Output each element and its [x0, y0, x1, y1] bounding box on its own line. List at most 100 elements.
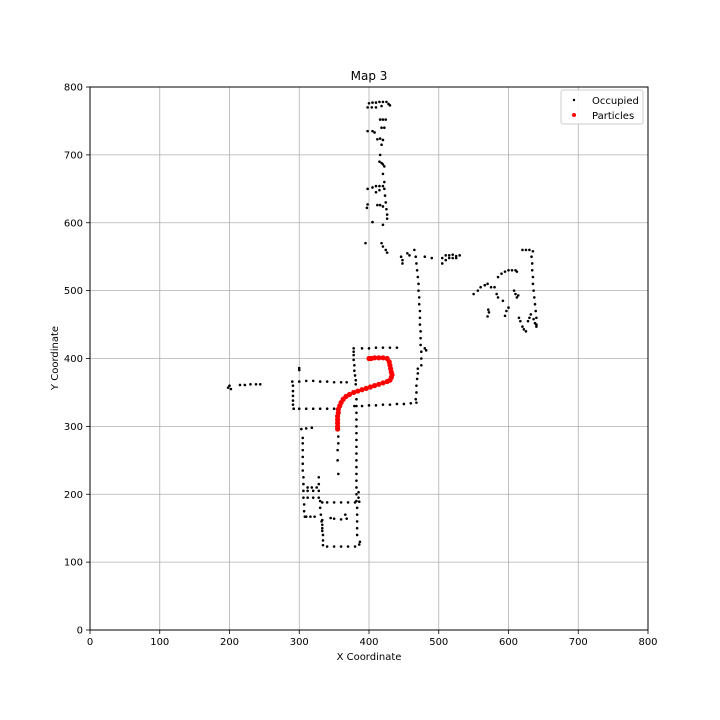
occupied-point — [406, 251, 409, 255]
occupied-point — [320, 526, 324, 530]
occupied-point — [301, 462, 305, 466]
occupied-point — [517, 316, 521, 320]
occupied-point — [380, 104, 383, 108]
occupied-point — [530, 268, 534, 272]
occupied-point — [355, 431, 358, 435]
occupied-point — [381, 346, 385, 349]
occupied-point — [332, 501, 336, 504]
occupied-point — [510, 268, 514, 272]
occupied-point — [320, 523, 324, 527]
occupied-point — [353, 374, 357, 377]
occupied-point — [355, 445, 358, 449]
occupied-point — [395, 346, 399, 349]
occupied-point — [495, 292, 498, 296]
occupied-point — [385, 251, 389, 254]
occupied-point — [514, 292, 517, 296]
occupied-point — [366, 106, 369, 109]
occupied-point — [505, 309, 508, 313]
x-tick-label: 600 — [499, 637, 518, 648]
occupied-point — [226, 386, 230, 389]
occupied-point — [321, 533, 325, 537]
occupied-point — [419, 330, 422, 333]
occupied-point — [371, 186, 374, 189]
occupied-point — [526, 319, 530, 323]
occupied-point — [325, 501, 329, 504]
occupied-point — [345, 380, 348, 384]
occupied-point — [420, 357, 423, 360]
occupied-point — [336, 459, 339, 462]
occupied-point — [337, 435, 340, 438]
occupied-point — [355, 472, 358, 476]
occupied-point — [306, 486, 309, 489]
particle-point — [376, 355, 382, 361]
occupied-point — [329, 516, 332, 520]
occupied-point — [512, 289, 516, 292]
occupied-point — [321, 543, 325, 547]
occupied-point — [352, 347, 355, 350]
occupied-point — [521, 248, 524, 252]
occupied-point — [311, 407, 315, 411]
occupied-point — [423, 255, 427, 258]
legend: Occupied Particles — [560, 89, 644, 125]
occupied-point — [291, 389, 295, 393]
occupied-point — [380, 143, 383, 146]
occupied-point — [304, 379, 308, 383]
occupied-point — [430, 256, 434, 260]
y-tick-label: 0 — [77, 626, 83, 637]
occupied-point — [531, 249, 535, 253]
occupied-point — [503, 314, 507, 318]
x-tick-label: 200 — [220, 637, 239, 648]
occupied-point — [355, 479, 358, 482]
occupied-point — [378, 203, 382, 207]
occupied-point — [291, 399, 295, 402]
occupied-point — [325, 380, 329, 383]
legend-marker-occupied — [572, 98, 576, 102]
occupied-point — [355, 397, 358, 401]
occupied-point — [383, 187, 386, 191]
occupied-point — [332, 407, 336, 411]
occupied-point — [291, 394, 295, 398]
occupied-point — [458, 254, 461, 257]
particle-point — [367, 384, 373, 390]
occupied-point — [454, 254, 458, 258]
occupied-point — [339, 545, 343, 548]
occupied-point — [291, 384, 295, 387]
occupied-point — [371, 220, 374, 224]
particle-point — [380, 355, 386, 361]
occupied-point — [417, 302, 421, 306]
occupied-point — [297, 407, 301, 411]
occupied-point — [297, 366, 301, 370]
occupied-point — [343, 513, 347, 516]
occupied-point — [408, 254, 411, 257]
occupied-point — [339, 380, 343, 384]
x-tick-label: 0 — [87, 637, 93, 648]
occupied-point — [521, 325, 524, 328]
occupied-point — [310, 486, 314, 489]
occupied-point — [371, 101, 374, 104]
occupied-point — [370, 106, 374, 109]
occupied-point — [301, 448, 305, 452]
occupied-point — [530, 262, 534, 265]
occupied-point — [374, 346, 378, 349]
occupied-point — [302, 489, 305, 493]
particle-point — [366, 355, 372, 362]
occupied-point — [306, 496, 309, 499]
occupied-point — [378, 137, 382, 140]
occupied-point — [515, 270, 519, 273]
occupied-point — [417, 282, 420, 286]
occupied-point — [304, 407, 308, 411]
occupied-point — [385, 100, 388, 104]
occupied-point — [415, 262, 418, 265]
occupied-point — [417, 289, 420, 292]
occupied-point — [528, 248, 531, 252]
occupied-point — [302, 482, 305, 486]
occupied-point — [501, 299, 505, 303]
occupied-point — [524, 330, 528, 333]
occupied-point — [291, 403, 295, 406]
occupied-point — [378, 100, 381, 104]
occupied-point — [535, 325, 538, 328]
occupied-point — [415, 384, 418, 387]
occupied-point — [383, 194, 387, 197]
particle-point — [355, 388, 361, 394]
y-tick-label: 600 — [64, 218, 83, 229]
